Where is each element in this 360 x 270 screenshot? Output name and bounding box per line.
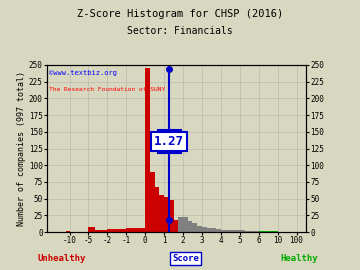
Bar	[269, 231, 270, 232]
Bar	[226, 230, 230, 232]
Bar	[260, 231, 261, 232]
Bar	[265, 231, 266, 232]
Text: Unhealthy: Unhealthy	[37, 254, 85, 263]
Bar	[89, 227, 95, 232]
Bar	[244, 231, 249, 232]
Bar	[193, 224, 197, 232]
Bar	[249, 231, 254, 232]
Text: The Research Foundation of SUNY: The Research Foundation of SUNY	[49, 87, 166, 92]
Bar	[264, 231, 265, 232]
Text: Z-Score Histogram for CHSP (2016): Z-Score Histogram for CHSP (2016)	[77, 9, 283, 19]
Bar	[266, 231, 267, 232]
Bar	[254, 231, 259, 232]
Bar	[101, 230, 107, 232]
Bar	[174, 220, 178, 232]
Text: ©www.textbiz.org: ©www.textbiz.org	[49, 70, 117, 76]
Text: Healthy: Healthy	[280, 254, 318, 263]
Bar	[273, 231, 274, 232]
Text: Score: Score	[172, 254, 199, 263]
Bar	[240, 230, 244, 232]
Bar	[270, 231, 272, 232]
Bar	[268, 231, 269, 232]
Bar	[274, 231, 275, 232]
Bar	[221, 230, 226, 232]
Bar	[178, 217, 183, 232]
Bar	[230, 230, 235, 232]
Bar	[276, 231, 278, 232]
Text: 1.27: 1.27	[154, 135, 184, 148]
Bar	[164, 197, 169, 232]
Bar	[211, 228, 216, 232]
Bar	[150, 172, 155, 232]
Y-axis label: Number of companies (997 total): Number of companies (997 total)	[17, 71, 26, 226]
Bar	[259, 231, 260, 232]
Bar	[145, 68, 150, 232]
Bar	[267, 231, 268, 232]
Bar	[202, 227, 207, 232]
Bar	[95, 230, 101, 232]
Bar	[216, 229, 221, 232]
Bar	[262, 231, 264, 232]
Bar	[197, 225, 202, 232]
Bar	[183, 217, 188, 232]
Bar	[155, 187, 159, 232]
Bar	[275, 231, 276, 232]
Bar	[188, 221, 193, 232]
Text: Sector: Financials: Sector: Financials	[127, 26, 233, 36]
Bar	[169, 200, 174, 232]
Bar	[272, 231, 273, 232]
Bar	[235, 230, 240, 232]
Bar	[159, 195, 164, 232]
Bar	[261, 231, 262, 232]
Bar	[66, 231, 69, 232]
Bar	[207, 228, 211, 232]
Bar	[107, 229, 126, 232]
Bar	[126, 228, 145, 232]
